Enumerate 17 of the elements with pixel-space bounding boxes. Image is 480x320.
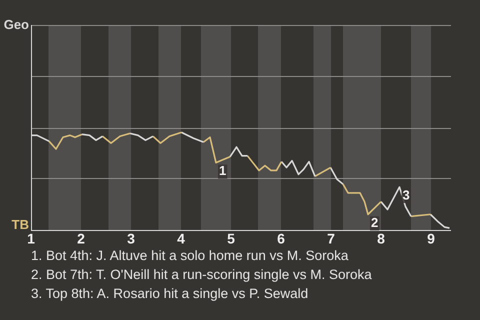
text: 3. Top 8th: A. Rosario hit a single vs P. Sewald — [31, 285, 310, 303]
x-tick-label: 3 — [127, 230, 136, 246]
x-tick-label: 7 — [327, 230, 336, 246]
x-tick-label: 2 — [77, 230, 86, 246]
text: TB — [12, 217, 29, 232]
annotation: 1 — [219, 163, 226, 178]
annotation: 2 — [371, 214, 378, 230]
x-tick-label: 9 — [427, 230, 436, 246]
annotation: 3 — [402, 188, 410, 203]
text: Geo — [4, 17, 30, 32]
text: 2. Bot 7th: T. O'Neill hit a run-scoring single vs M. Soroka — [31, 266, 372, 284]
x-tick-label: 6 — [277, 230, 286, 246]
x-tick-label: 1 — [27, 230, 36, 246]
x-tick-label: 4 — [177, 230, 186, 246]
text: 1. Bot 4th: J. Altuve hit a solo home run vs M. Soroka — [31, 247, 350, 265]
x-tick-label: 5 — [227, 230, 236, 246]
x-tick-label: 8 — [377, 230, 386, 246]
